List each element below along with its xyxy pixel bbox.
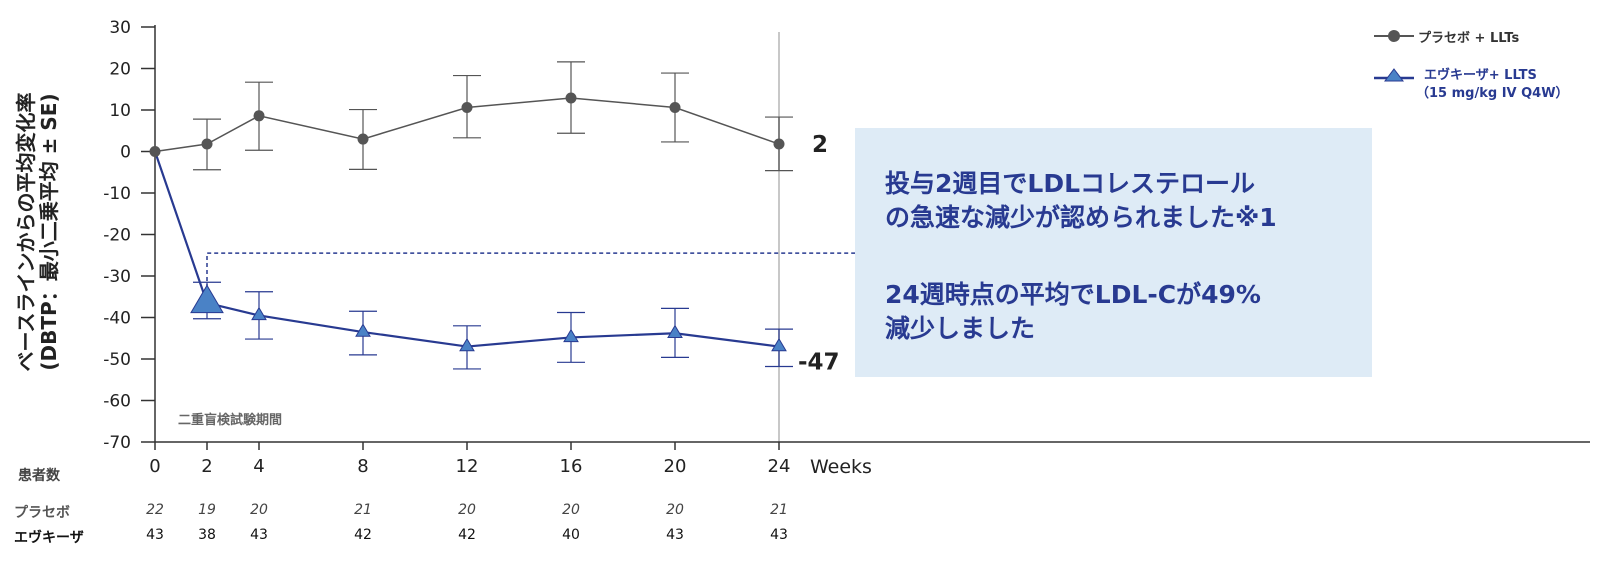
y-tick-label: -20 [103,226,131,246]
data-point-placebo [357,133,369,145]
patient-count-placebo: 22 [146,502,164,518]
dashed-connector [206,252,855,295]
legend-evkeeza-marker [1384,68,1404,82]
patient-count-evkeeza: 43 [250,527,268,543]
legend-placebo-marker [1388,30,1400,42]
data-point-evkeeza [667,324,683,338]
data-point-placebo [461,102,473,114]
x-tick-label: 0 [149,456,160,477]
x-tick-label: 24 [768,456,791,477]
x-axis-label: Weeks [810,456,872,478]
series-line-placebo [154,97,780,153]
legend-evkeeza-label-1: エヴキーザ+ LLTS [1424,68,1537,83]
data-point-evkeeza [190,284,224,314]
patient-count-placebo: 20 [562,502,580,518]
data-point-placebo [253,110,265,122]
annotation-box: 投与2週目でLDLコレステロール の急速な減少が認められました※1 24週時点の… [855,128,1372,377]
data-point-placebo [669,102,681,114]
patient-count-evkeeza: 40 [562,527,580,543]
legend-evkeeza-label-2: （15 mg/kg IV Q4W） [1416,86,1569,101]
patient-count-placebo: 20 [250,502,268,518]
patient-count-evkeeza: 43 [770,527,788,543]
patient-count-placebo: 19 [198,502,216,518]
period-label: 二重盲検試験期間 [178,412,282,428]
patient-count-placebo: 21 [770,502,788,518]
patient-count-row-label-evkeeza: エヴキーザ [14,530,84,546]
patient-count-evkeeza: 42 [458,527,476,543]
y-tick-label: -70 [103,433,131,453]
x-tick-label: 4 [253,456,264,477]
annotation-line-2: の急速な減少が認められました※1 [885,203,1277,232]
data-point-evkeeza [771,337,787,352]
data-point-evkeeza [355,323,371,337]
annotation-line-3: 24週時点の平均でLDL-Cが49% [885,280,1261,309]
y-tick-label: -10 [103,184,131,204]
patient-count-row-label-placebo: プラセボ [14,505,70,521]
y-tick-label: -50 [103,350,131,370]
legend: プラセボ + LLTs エヴキーザ+ LLTS （15 mg/kg IV Q4W… [1372,22,1592,112]
patient-count-placebo: 21 [354,502,372,518]
x-tick-label: 8 [357,456,368,477]
y-axis-label-line-1: ベースラインからの平均変化率 [14,93,38,372]
patient-count-title: 患者数 [18,468,60,484]
annotation-line-1: 投与2週目でLDLコレステロール [885,169,1256,198]
end-label-placebo: 2 [812,132,828,158]
y-tick-label: 20 [109,60,131,80]
legend-placebo-label: プラセボ + LLTs [1418,31,1520,46]
y-tick-label: -40 [103,309,131,329]
x-tick-label: 16 [560,456,583,477]
y-tick-label: 30 [109,18,131,38]
patient-count-evkeeza: 38 [198,527,216,543]
patient-count-evkeeza: 43 [146,527,164,543]
legend-markers [1374,30,1414,82]
data-point-origin [149,146,161,157]
data-point-placebo [773,138,785,150]
data-point-placebo [565,92,577,104]
patient-count-placebo: 20 [458,502,476,518]
y-tick-label: 0 [120,143,131,163]
data-point-placebo [201,138,213,150]
x-tick-label: 12 [456,456,479,477]
data-point-evkeeza [251,306,267,321]
y-tick-label: 10 [109,101,131,121]
series-line-evkeeza [153,151,780,348]
x-tick-label: 2 [201,456,212,477]
patient-count-evkeeza: 42 [354,527,372,543]
y-axis-label-line-2: (DBTP：最小二乗平均 ± SE) [37,93,61,370]
end-label-evkeeza: -47 [798,350,840,376]
data-point-evkeeza [563,328,579,343]
x-tick-label: 20 [664,456,687,477]
y-tick-label: -30 [103,267,131,287]
patient-count-placebo: 20 [666,502,684,518]
data-point-evkeeza [459,337,475,352]
y-tick-label: -60 [103,392,131,412]
patient-count-evkeeza: 43 [666,527,684,543]
annotation-line-4: 減少しました [885,314,1036,343]
